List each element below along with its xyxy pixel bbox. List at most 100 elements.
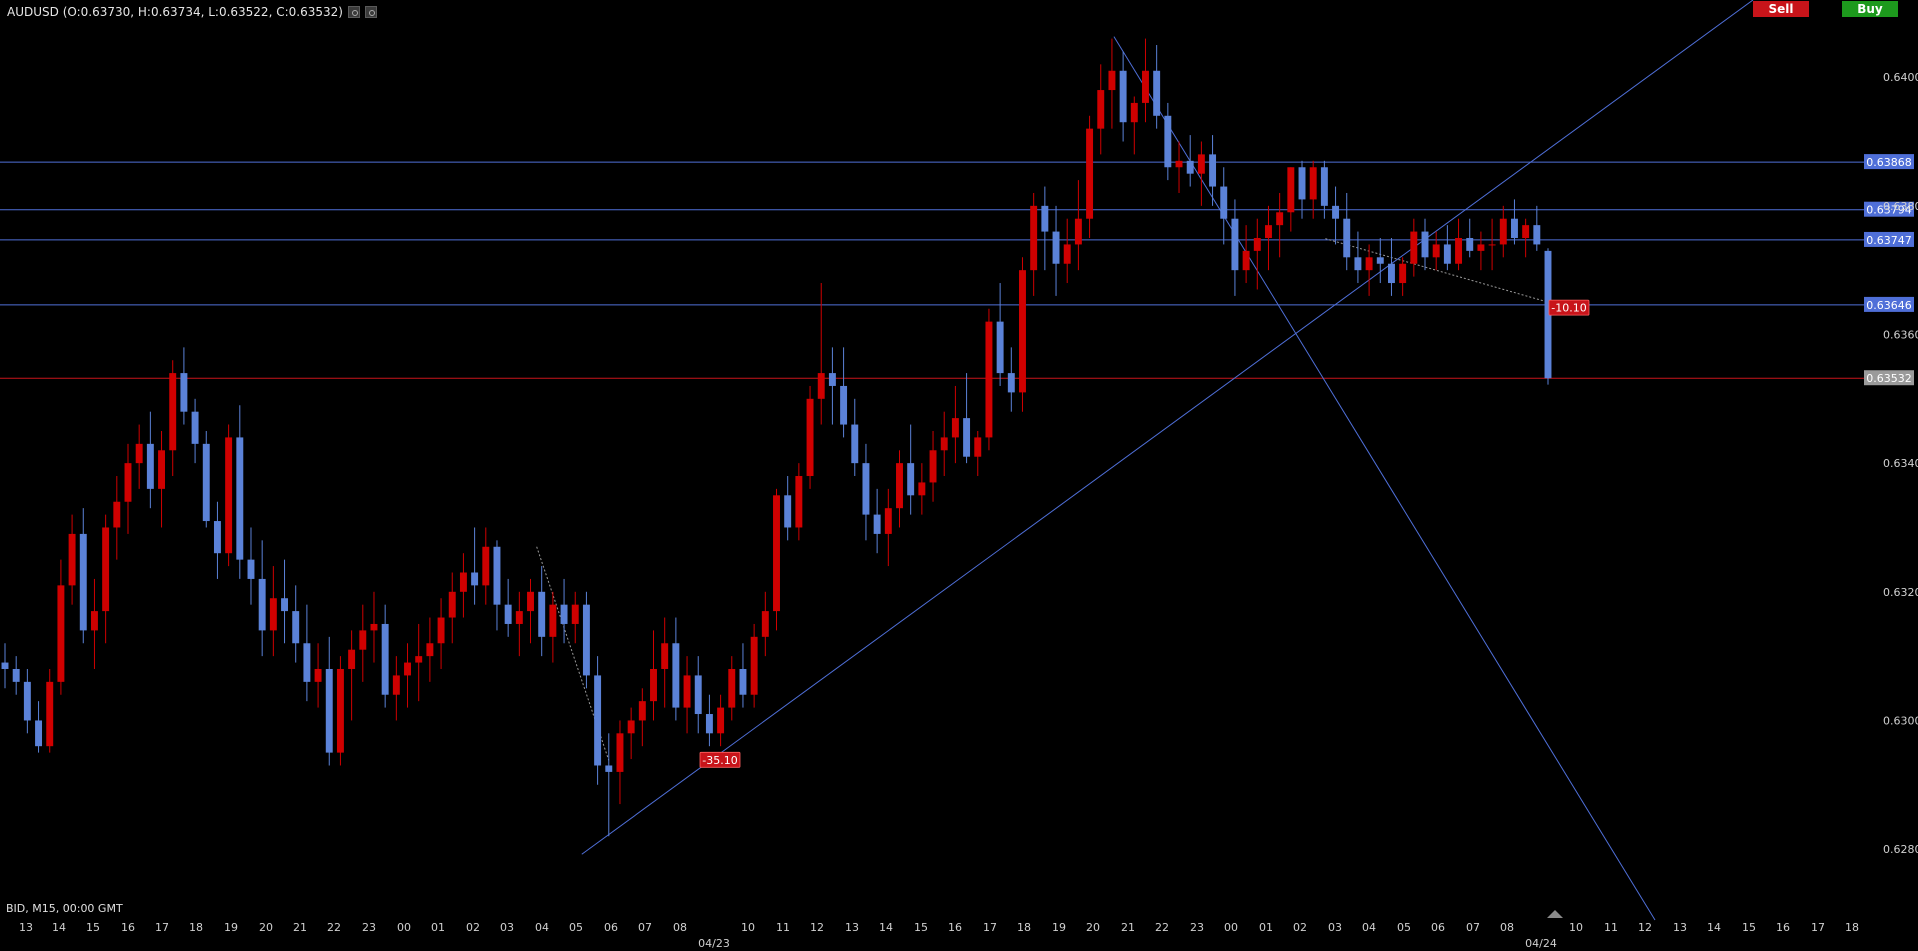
x-tick-label: 06 [1431, 921, 1445, 934]
candle-body [1119, 70, 1127, 123]
candle-body [482, 546, 490, 586]
x-tick-label: 18 [189, 921, 203, 934]
candle-body [1209, 154, 1217, 187]
candle-body [359, 630, 367, 650]
x-tick-label: 04 [535, 921, 549, 934]
candle-body [1432, 244, 1440, 258]
symbol-ohlc: AUDUSD (O:0.63730, H:0.63734, L:0.63522,… [7, 5, 343, 19]
candle-body [851, 424, 859, 464]
candle-body [873, 514, 881, 534]
x-tick-label: 01 [1259, 921, 1273, 934]
sell-button[interactable]: Sell [1753, 1, 1809, 17]
candle-body [1242, 250, 1250, 271]
candle-body [102, 527, 110, 612]
x-tick-label: 14 [879, 921, 893, 934]
candle-body [146, 443, 154, 489]
candle-body [806, 398, 814, 477]
trendline-down [1113, 36, 1656, 921]
candle-body [1399, 263, 1407, 284]
candles-layer [1, 38, 1552, 837]
candle-body [761, 611, 769, 637]
current-price-label-text: 0.63532 [1866, 372, 1912, 385]
candle-body [135, 443, 143, 464]
x-tick-label: 10 [1569, 921, 1583, 934]
candle-body [348, 649, 356, 669]
candle-body [1488, 244, 1496, 246]
candle-body [1533, 225, 1541, 245]
candle-body [728, 668, 736, 708]
candle-body [1443, 244, 1451, 264]
settings-icon[interactable] [347, 6, 360, 18]
x-tick-label: 15 [914, 921, 928, 934]
x-tick-label: 14 [52, 921, 66, 934]
candle-body [381, 623, 389, 695]
x-tick-label: 05 [569, 921, 583, 934]
hline-price-label-bg [1864, 201, 1914, 217]
buy-button[interactable]: Buy [1842, 1, 1898, 17]
candle-body [1030, 205, 1038, 271]
x-tick-label: 01 [431, 921, 445, 934]
x-tick-label: 15 [1742, 921, 1756, 934]
candle-body [325, 668, 333, 753]
x-tick-label: 18 [1017, 921, 1031, 934]
candle-body [202, 443, 210, 522]
candle-body [1142, 70, 1149, 103]
candle-body [1108, 70, 1116, 91]
candle-body [1097, 90, 1105, 129]
candle-body [314, 668, 322, 682]
x-tick-label: 21 [1121, 921, 1135, 934]
candle-body [661, 643, 669, 669]
candle-body [1253, 238, 1261, 251]
candle-body [594, 675, 602, 766]
candle-body [247, 559, 255, 579]
candle-body [705, 714, 713, 734]
hline-price-label: 0.63868 [1864, 154, 1914, 170]
candle-body [392, 675, 400, 695]
candle-body [23, 681, 31, 721]
y-tick-label: 0.63400 [1883, 457, 1918, 470]
x-tick-label: 18 [1845, 921, 1859, 934]
candle-body [694, 675, 702, 715]
candle-body [1041, 205, 1049, 232]
settings-icon[interactable] [364, 6, 377, 18]
x-tick-label: 16 [948, 921, 962, 934]
hline-price-label-text: 0.63646 [1866, 299, 1912, 312]
candle-body [79, 533, 87, 631]
candle-body [515, 611, 523, 624]
hline-price-label-bg [1864, 231, 1914, 247]
hline-price-label: 0.63794 [1864, 201, 1914, 217]
candle-body [236, 437, 244, 560]
candle-body [985, 321, 993, 438]
trendline-up [581, 0, 1754, 855]
candle-body [292, 611, 300, 644]
date-label: 04/23 [698, 937, 730, 950]
x-tick-label: 14 [1707, 921, 1721, 934]
candle-body [113, 501, 121, 528]
candle-body [538, 591, 546, 637]
hline-price-label-text: 0.63794 [1866, 204, 1912, 217]
candle-body [1499, 218, 1507, 245]
x-tick-label: 19 [1052, 921, 1066, 934]
x-tick-label: 23 [1190, 921, 1204, 934]
candle-body [1019, 270, 1026, 393]
candle-body [1074, 218, 1082, 245]
candle-body [180, 373, 188, 412]
y-tick-label: 0.63000 [1883, 714, 1918, 727]
candle-body [1276, 212, 1284, 226]
candle-body [750, 636, 758, 695]
candle-body [213, 521, 221, 554]
candle-body [281, 598, 288, 612]
candle-body [828, 373, 836, 386]
candle-body [739, 668, 747, 695]
candle-body [627, 720, 635, 734]
candle-body [303, 643, 311, 682]
candle-body [773, 495, 780, 612]
y-tick-label: 0.62800 [1883, 843, 1918, 856]
candle-body [426, 643, 434, 657]
y-tick-label: 0.64000 [1883, 71, 1918, 84]
x-tick-label: 02 [1293, 921, 1307, 934]
hline-price-label: 0.63646 [1864, 296, 1914, 312]
candle-body [1220, 186, 1228, 219]
candle-body [1387, 263, 1395, 284]
